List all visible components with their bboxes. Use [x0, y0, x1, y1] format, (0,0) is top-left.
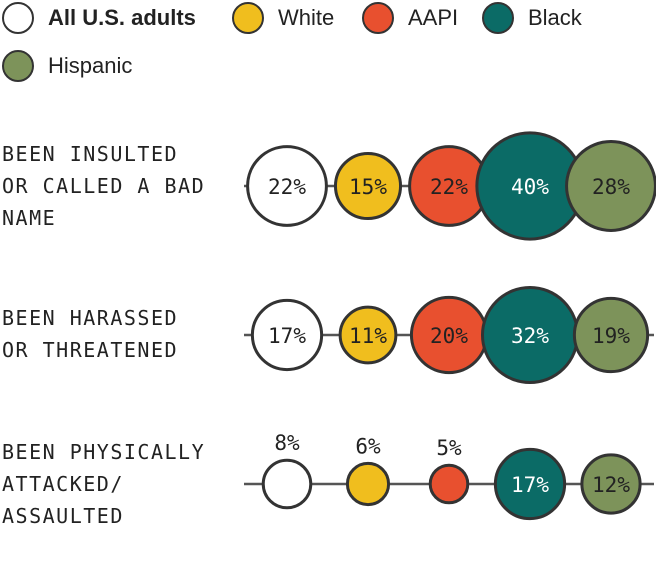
data-label: 17%: [511, 473, 549, 497]
data-label: 8%: [274, 431, 300, 455]
bubble-mark: [261, 458, 313, 510]
row-label-line: BEEN INSULTED: [2, 142, 179, 166]
data-label: 22%: [430, 175, 468, 199]
bubble-mark: [565, 140, 656, 232]
data-label: 5%: [436, 436, 462, 460]
legend-item-all-adults: All U.S. adults: [2, 0, 196, 36]
legend-swatch-white: [232, 2, 264, 34]
data-label: 40%: [511, 175, 549, 199]
bubble-mark: [345, 461, 391, 507]
data-label: 22%: [268, 175, 306, 199]
bubble-mark: [493, 447, 567, 521]
row-label-line: OR CALLED A BAD: [2, 174, 206, 198]
data-label: 11%: [349, 324, 387, 348]
data-label: 19%: [592, 324, 630, 348]
row-label-line: ATTACKED/: [2, 472, 124, 496]
bubble-mark: [250, 298, 324, 372]
legend-label: White: [278, 5, 335, 30]
row-label-line: ASSAULTED: [2, 504, 124, 528]
data-label: 12%: [592, 473, 630, 497]
data-label: 20%: [430, 324, 468, 348]
legend-swatch-hispanic: [2, 50, 34, 82]
legend-swatch-aapi: [362, 2, 394, 34]
data-label: 17%: [268, 324, 306, 348]
row-label-attacked: BEEN PHYSICALLY ATTACKED/ ASSAULTED: [2, 436, 205, 532]
legend-item-aapi: AAPI: [362, 0, 458, 36]
legend-item-white: White: [232, 0, 334, 36]
bubble-mark: [572, 296, 650, 374]
legend-item-black: Black: [482, 0, 582, 36]
row-label-harassed: BEEN HARASSED OR THREATENED: [2, 302, 178, 366]
bubble-mark: [333, 151, 403, 221]
legend-swatch-black: [482, 2, 514, 34]
bubble-mark: [246, 145, 328, 227]
legend-label: AAPI: [408, 5, 459, 30]
data-label: 28%: [592, 175, 630, 199]
legend-label: Black: [528, 5, 582, 30]
row-label-line: OR THREATENED: [2, 338, 179, 362]
row-label-line: BEEN HARASSED: [2, 306, 179, 330]
legend-item-hispanic: Hispanic: [2, 48, 132, 84]
legend-label: Hispanic: [48, 53, 133, 78]
data-label: 6%: [355, 434, 381, 458]
row-label-insulted: BEEN INSULTED OR CALLED A BAD NAME: [2, 138, 205, 234]
bubble-mark: [580, 453, 642, 515]
row-label-line: NAME: [2, 206, 57, 230]
legend-label: All U.S. adults: [48, 5, 196, 30]
row-label-line: BEEN PHYSICALLY: [2, 440, 206, 464]
bubble-mark: [428, 463, 470, 505]
legend-swatch-all-adults: [2, 2, 34, 34]
data-label: 15%: [349, 175, 387, 199]
bubble-mark: [338, 305, 398, 365]
data-label: 32%: [511, 324, 549, 348]
